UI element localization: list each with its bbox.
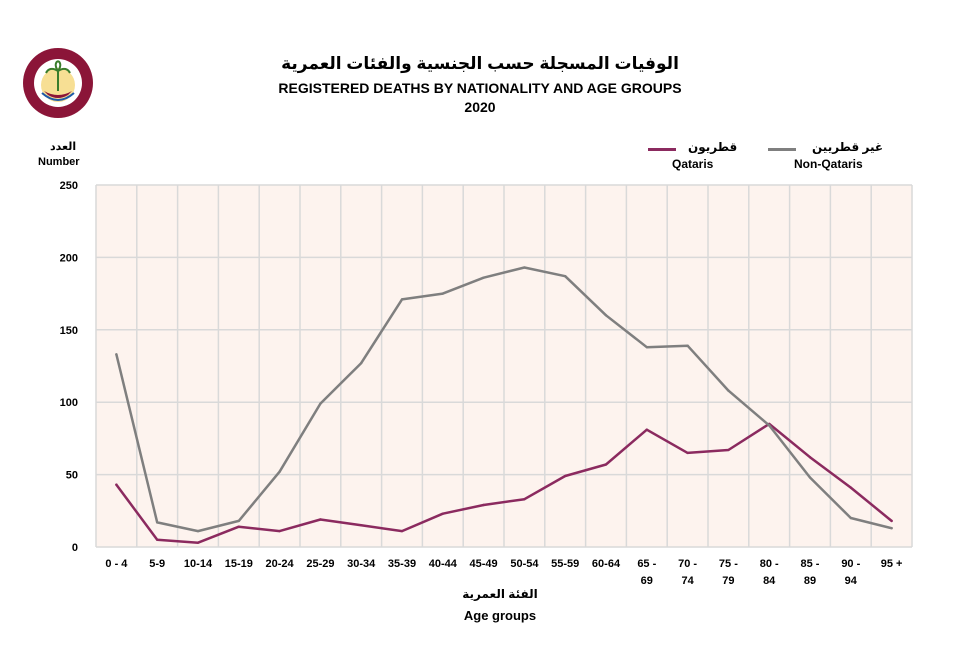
data-point-qataris (604, 463, 608, 466)
legend-label-non-qataris-arabic: غير قطريين (812, 140, 884, 154)
data-point-non-qataris (604, 314, 608, 317)
data-point-qataris (482, 503, 485, 507)
legend-swatch-qataris (648, 148, 676, 151)
data-point-qataris (523, 498, 526, 501)
data-point-qataris (645, 428, 648, 431)
y-tick-label: 50 (66, 470, 78, 482)
data-point-qataris (808, 456, 812, 459)
x-tick-label: 20-24 (266, 558, 295, 570)
chart-title: REGISTERED DEATHS BY NATIONALITY AND AGE… (278, 80, 682, 96)
data-point-non-qataris (237, 519, 240, 523)
x-tick-label: 50-54 (510, 558, 539, 570)
x-tick-label: 85 - (801, 558, 820, 570)
series-line-qataris (115, 422, 893, 544)
data-point-qataris (278, 529, 281, 533)
x-axis-label: Age groups (463, 608, 537, 623)
y-axis-label: Number (38, 156, 80, 168)
data-point-non-qataris (727, 389, 730, 392)
data-point-non-qataris (768, 424, 771, 427)
chart-title-arabic: الوفيات المسجلة حسب الجنسية والفئات العم… (281, 54, 679, 73)
x-tick-label: 89 (804, 575, 816, 587)
data-point-qataris (564, 474, 567, 478)
x-tick-label: 90 - (841, 558, 860, 570)
x-tick-label: 70 - (678, 558, 697, 570)
x-tick-label: 95 + (881, 558, 903, 570)
chart-year: 2020 (464, 99, 496, 115)
y-tick-label: 100 (60, 397, 78, 409)
x-tick-label: 94 (845, 575, 858, 587)
data-point-non-qataris (645, 345, 648, 349)
data-point-non-qataris (115, 353, 118, 356)
data-point-qataris (319, 518, 322, 521)
y-axis-label-arabic: العدد (50, 141, 77, 153)
x-tick-label: 84 (763, 575, 776, 587)
x-tick-label: 30-34 (347, 558, 376, 570)
x-tick-label: 80 - (760, 558, 779, 570)
data-point-non-qataris (890, 526, 893, 530)
data-point-qataris (890, 519, 893, 523)
legend-label-qataris-arabic: قطريون (688, 140, 738, 154)
x-tick-label: 40-44 (429, 558, 458, 570)
data-point-qataris (237, 525, 240, 528)
x-tick-label: 74 (681, 575, 694, 587)
data-point-non-qataris (849, 516, 852, 520)
x-tick-label: 15-19 (225, 558, 253, 570)
x-tick-label: 65 - (637, 558, 656, 570)
series-line-non-qataris (115, 266, 893, 533)
x-tick-label: 5-9 (149, 558, 165, 570)
data-point-non-qataris (278, 470, 281, 473)
data-point-non-qataris (319, 402, 322, 405)
data-point-non-qataris (564, 275, 567, 278)
x-tick-label: 35-39 (388, 558, 416, 570)
x-tick-label: 0 - 4 (105, 558, 128, 570)
data-point-non-qataris (808, 476, 812, 479)
data-point-non-qataris (400, 298, 404, 301)
data-point-qataris (686, 451, 689, 455)
x-tick-label: 10-14 (184, 558, 213, 570)
x-tick-label: 55-59 (551, 558, 579, 570)
data-point-non-qataris (360, 361, 363, 365)
data-point-non-qataris (156, 521, 159, 524)
data-point-qataris (441, 512, 444, 515)
y-tick-label: 200 (60, 252, 78, 264)
data-point-non-qataris (196, 529, 200, 533)
legend-label-non-qataris: Non-Qataris (794, 157, 863, 171)
y-tick-label: 150 (60, 325, 78, 337)
data-point-qataris (727, 448, 730, 452)
x-tick-label: 69 (641, 575, 653, 587)
data-point-qataris (156, 538, 159, 541)
qatar-psa-emblem-icon (23, 48, 93, 118)
data-point-non-qataris (686, 344, 689, 347)
legend-label-qataris: Qataris (672, 157, 714, 171)
x-axis-label-arabic: الفئة العمرية (462, 587, 538, 601)
legend-swatch-non-qataris (768, 148, 796, 151)
data-point-qataris (849, 486, 852, 489)
data-point-qataris (400, 529, 404, 533)
data-point-qataris (360, 524, 363, 527)
x-tick-label: 79 (722, 575, 734, 587)
data-point-non-qataris (482, 276, 485, 279)
data-point-qataris (115, 483, 118, 486)
x-tick-label: 25-29 (306, 558, 334, 570)
y-tick-label: 0 (72, 542, 78, 554)
data-point-qataris (196, 541, 200, 544)
data-point-non-qataris (441, 292, 444, 295)
y-tick-label: 250 (60, 180, 78, 192)
x-tick-label: 75 - (719, 558, 738, 570)
x-tick-label: 60-64 (592, 558, 621, 570)
data-point-non-qataris (523, 266, 526, 269)
x-tick-label: 45-49 (470, 558, 498, 570)
